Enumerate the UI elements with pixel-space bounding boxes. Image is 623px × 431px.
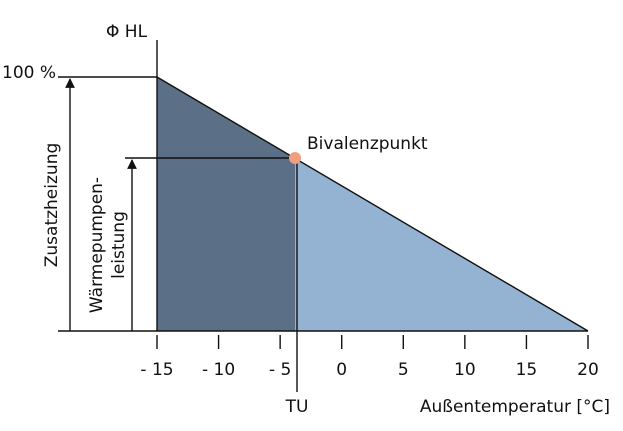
heat-pump-label: leistung — [109, 211, 129, 279]
x-tick-label: - 15 — [140, 360, 173, 380]
bivalence-label: Bivalenzpunkt — [307, 134, 428, 154]
x-tick-label: 5 — [398, 360, 409, 380]
x-tick-label: 15 — [516, 360, 538, 380]
full-load-label: 100 % — [2, 63, 56, 83]
tu-label: TU — [285, 397, 309, 417]
x-axis-label: Außentemperatur [°C] — [420, 397, 610, 417]
extra-heating-area — [157, 77, 295, 331]
x-tick-label: - 10 — [202, 360, 235, 380]
x-tick-label: 20 — [577, 360, 599, 380]
extra-heating-label: Zusatzheizung — [42, 143, 62, 268]
bivalence-point — [289, 152, 301, 164]
heat-pump-label: Wärmepumpen- — [87, 177, 107, 313]
load-line — [156, 76, 589, 332]
x-ticks: - 15 - 10 - 5 0 5 10 15 20 — [140, 335, 599, 380]
x-tick-label: - 5 — [269, 360, 291, 380]
y-axis-label: Φ HL — [106, 22, 148, 42]
x-tick-label: 0 — [336, 360, 347, 380]
x-tick-label: 10 — [454, 360, 476, 380]
